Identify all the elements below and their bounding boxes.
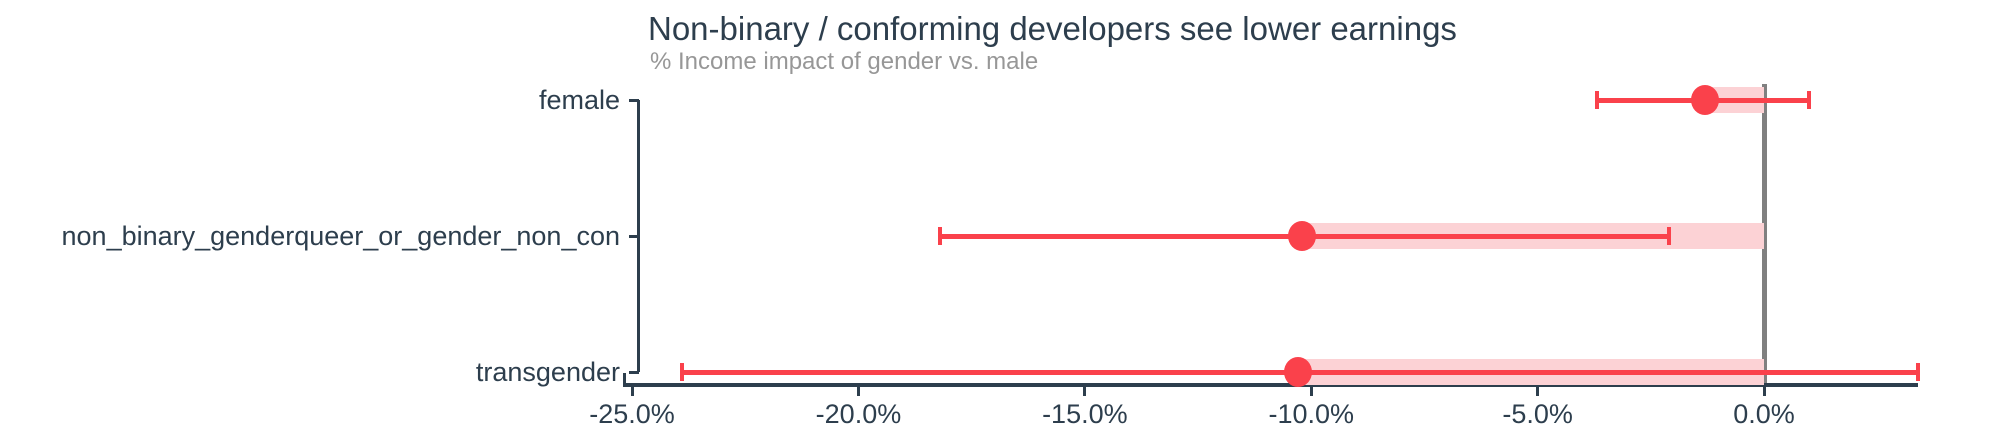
x-axis-tick (1536, 387, 1540, 396)
x-axis-tick-label: -25.0% (589, 399, 675, 429)
y-axis-tick (629, 234, 639, 238)
x-axis-tick-label: -5.0% (1502, 399, 1573, 429)
ci-cap-high (1807, 91, 1812, 109)
plot-area (623, 60, 1920, 387)
x-axis-tick (1083, 387, 1087, 396)
x-axis-tick-label: -15.0% (1042, 399, 1128, 429)
x-axis-tick (1762, 387, 1766, 396)
ci-cap-high (1666, 227, 1671, 245)
estimate-dot (1691, 85, 1720, 115)
ci-cap-low (937, 227, 942, 245)
estimate-dot (1283, 357, 1312, 387)
x-axis-tick-label: -20.0% (815, 399, 902, 429)
chart-subtitle: % Income impact of gender vs. male (650, 48, 1039, 75)
ci-cap-low (1594, 91, 1599, 109)
x-axis-tick (1309, 387, 1313, 396)
y-axis-tick (629, 370, 639, 374)
x-axis-tick-label: -10.0% (1268, 399, 1355, 429)
chart-title: Non-binary / conforming developers see l… (648, 10, 1457, 47)
ci-cap-high (1916, 363, 1920, 381)
x-axis-tick-label: 0.0% (1733, 399, 1795, 429)
y-axis-label: transgender (475, 357, 620, 387)
y-axis-label: female (538, 85, 620, 115)
y-axis-tick (629, 98, 639, 102)
zero-reference-line (1761, 84, 1767, 383)
y-axis-label: non_binary_genderqueer_or_gender_non_con (61, 221, 620, 251)
x-axis-tick (856, 387, 860, 396)
x-axis-tick (630, 387, 634, 396)
estimate-dot (1288, 221, 1317, 251)
ci-cap-low (679, 363, 684, 381)
x-axis-end-cap (623, 373, 626, 383)
